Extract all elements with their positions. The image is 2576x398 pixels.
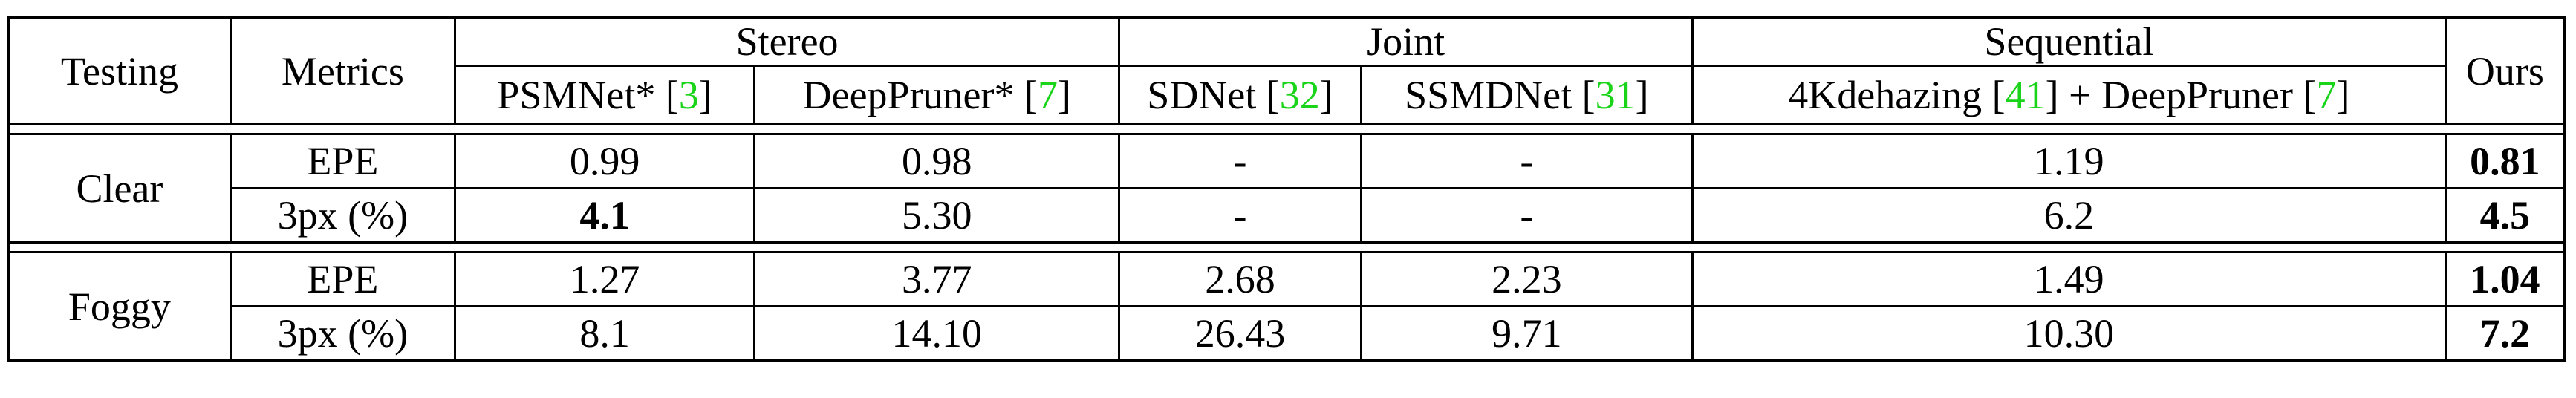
value-cell: - bbox=[1359, 134, 1694, 189]
header-group-stereo: Stereo bbox=[453, 16, 1121, 67]
header-method-deeppruner: DeepPruner* [7] bbox=[753, 65, 1121, 125]
method-bracket: ] bbox=[1058, 73, 1071, 117]
header-row-groups: Testing Metrics Stereo Joint Sequential … bbox=[7, 16, 2566, 125]
table-row-clear-3px: 3px (%) 4.1 5.30 - - 6.2 4.5 bbox=[9, 188, 2566, 243]
header-metrics: Metrics bbox=[229, 16, 456, 125]
separator-cell bbox=[7, 241, 2566, 253]
value-cell: 10.30 bbox=[1691, 306, 2447, 362]
value-cell: 2.68 bbox=[1118, 252, 1362, 307]
value-cell: - bbox=[1118, 188, 1362, 243]
section-separator bbox=[7, 123, 2566, 135]
value-cell: 8.1 bbox=[453, 306, 756, 362]
header-group-joint: Joint bbox=[1118, 16, 1694, 67]
method-bracket: ] bbox=[1319, 73, 1333, 117]
results-table-container: Testing Metrics Stereo Joint Sequential … bbox=[7, 16, 2566, 362]
method-citation: 41 bbox=[2005, 73, 2046, 117]
method-bracket: ] bbox=[1635, 73, 1649, 117]
method-name: SSMDNet [ bbox=[1405, 73, 1596, 117]
value-cell: 26.43 bbox=[1118, 306, 1362, 362]
value-cell: 6.2 bbox=[1691, 188, 2447, 243]
value-cell: 1.19 bbox=[1691, 134, 2447, 189]
method-citation: 7 bbox=[1038, 73, 1058, 117]
section-separator bbox=[7, 241, 2566, 253]
method-name: DeepPruner* [ bbox=[802, 73, 1038, 117]
value-cell: - bbox=[1359, 188, 1694, 243]
value-cell: 3.77 bbox=[753, 252, 1121, 307]
header-method-ssmdnet: SSMDNet [31] bbox=[1359, 65, 1694, 125]
metric-cell: EPE bbox=[229, 134, 456, 189]
header-method-psmnet: PSMNet* [3] bbox=[453, 65, 756, 125]
method-bracket: ] bbox=[2336, 73, 2350, 117]
method-citation: 32 bbox=[1279, 73, 1320, 117]
value-cell-best: 7.2 bbox=[2444, 306, 2566, 362]
row-label-clear: Clear bbox=[7, 134, 232, 243]
results-table: Testing Metrics Stereo Joint Sequential … bbox=[7, 16, 2566, 362]
separator-cell bbox=[7, 123, 2566, 135]
value-cell: 1.49 bbox=[1691, 252, 2447, 307]
table-row-foggy-epe: Foggy EPE 1.27 3.77 2.68 2.23 1.49 1.04 bbox=[7, 252, 2566, 362]
value-cell-best: 4.1 bbox=[453, 188, 756, 243]
table-row-foggy-3px: 3px (%) 8.1 14.10 26.43 9.71 10.30 7.2 bbox=[9, 306, 2566, 362]
value-cell: 5.30 bbox=[753, 188, 1121, 243]
method-bracket: ] bbox=[698, 73, 712, 117]
value-cell-best: 0.81 bbox=[2444, 134, 2566, 189]
value-cell: 0.99 bbox=[453, 134, 756, 189]
metric-cell: 3px (%) bbox=[229, 306, 456, 362]
header-row-methods: PSMNet* [3] DeepPruner* [7] SDNet [32] S… bbox=[9, 65, 2565, 125]
value-cell: 9.71 bbox=[1359, 306, 1694, 362]
method-name: PSMNet* [ bbox=[497, 73, 679, 117]
value-cell: - bbox=[1118, 134, 1362, 189]
metric-cell: 3px (%) bbox=[229, 188, 456, 243]
metric-cell: EPE bbox=[229, 252, 456, 307]
value-cell-best: 1.04 bbox=[2444, 252, 2566, 307]
header-testing: Testing bbox=[7, 16, 232, 125]
header-method-4kdehazing-deeppruner: 4Kdehazing [41] + DeepPruner [7] bbox=[1691, 65, 2447, 125]
row-label-foggy: Foggy bbox=[7, 252, 232, 362]
header-group-sequential: Sequential bbox=[1691, 16, 2447, 67]
method-citation-2: 7 bbox=[2316, 73, 2337, 117]
method-connector: ] + DeepPruner [ bbox=[2045, 73, 2317, 117]
method-citation: 31 bbox=[1595, 73, 1636, 117]
value-cell: 0.98 bbox=[753, 134, 1121, 189]
value-cell: 1.27 bbox=[453, 252, 756, 307]
value-cell: 2.23 bbox=[1359, 252, 1694, 307]
value-cell: 14.10 bbox=[753, 306, 1121, 362]
table-row-clear-epe: Clear EPE 0.99 0.98 - - 1.19 0.81 bbox=[7, 134, 2566, 243]
header-ours: Ours bbox=[2444, 16, 2566, 125]
value-cell-best: 4.5 bbox=[2444, 188, 2566, 243]
header-method-sdnet: SDNet [32] bbox=[1118, 65, 1362, 125]
method-name: 4Kdehazing [ bbox=[1788, 73, 2006, 117]
method-name: SDNet [ bbox=[1147, 73, 1280, 117]
method-citation: 3 bbox=[678, 73, 699, 117]
